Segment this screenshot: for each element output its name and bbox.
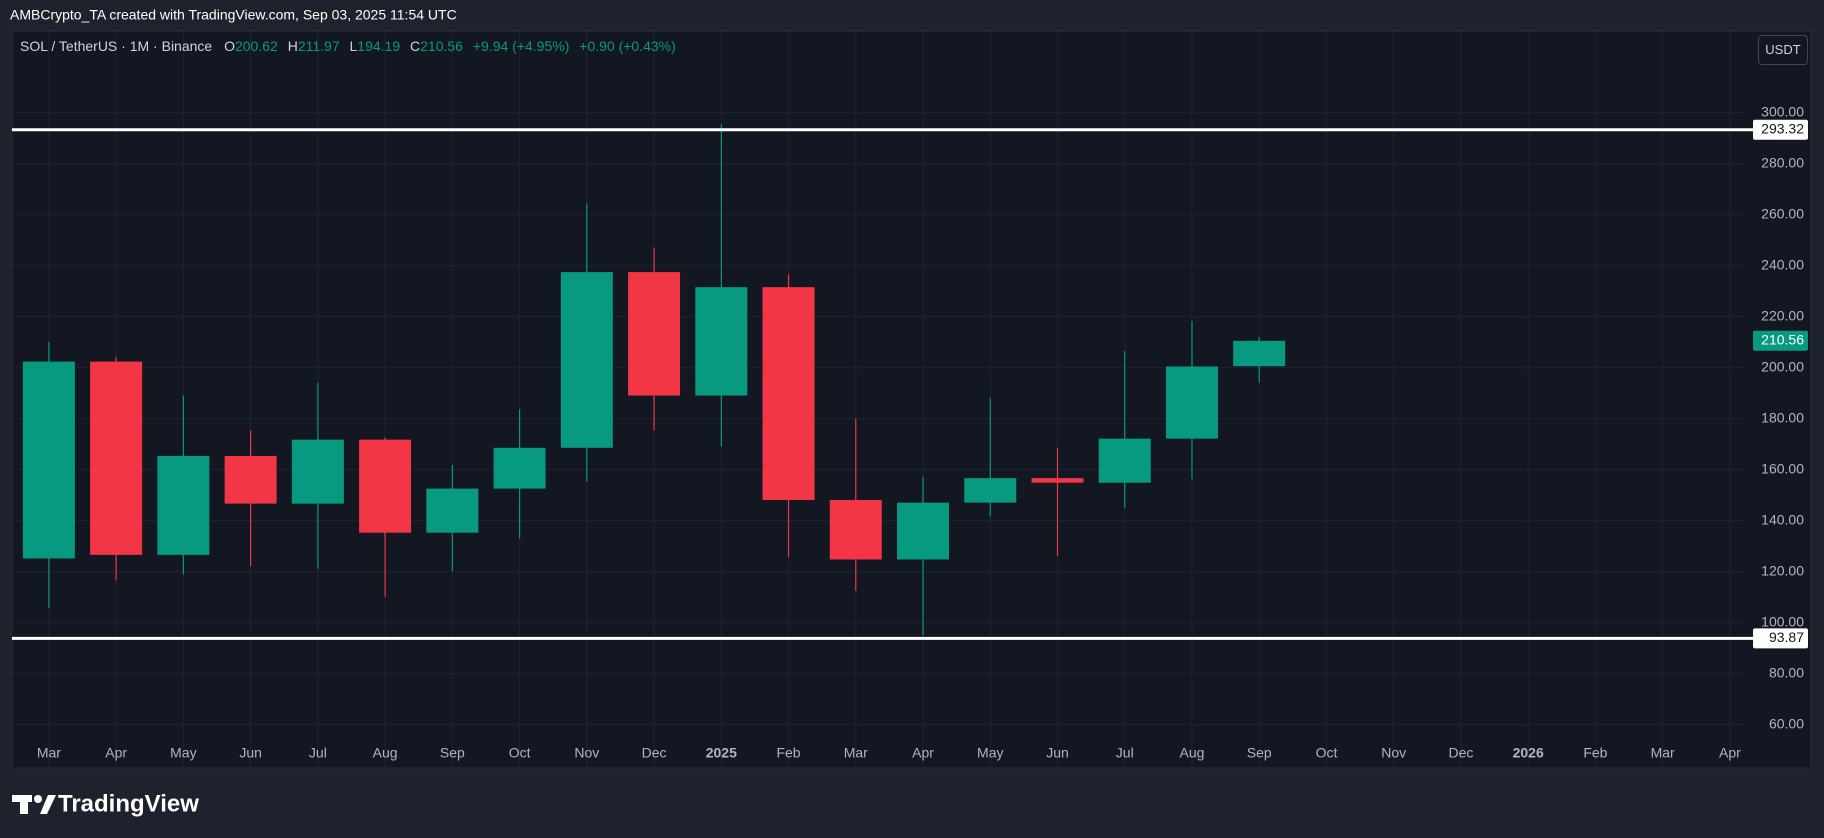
last-price-label: 210.56 xyxy=(1761,332,1804,348)
x-tick-label: Nov xyxy=(574,745,599,761)
logo-shape xyxy=(34,795,42,803)
x-tick-label: Apr xyxy=(912,745,934,761)
candle-body xyxy=(359,439,412,533)
x-tick-label: Mar xyxy=(1651,745,1675,761)
ohlc-prefix: O xyxy=(224,38,235,54)
candle-body xyxy=(762,287,815,501)
x-tick-label: Nov xyxy=(1381,745,1406,761)
y-tick-label: 220.00 xyxy=(1761,307,1804,323)
brand: TradingView xyxy=(58,790,199,817)
ohlc-value: 200.62 xyxy=(234,38,278,54)
ohlc-value: 210.56 xyxy=(420,38,463,54)
candle-body xyxy=(90,361,143,555)
level-label: 93.87 xyxy=(1769,629,1804,645)
x-tick-label: Mar xyxy=(37,745,61,761)
x-tick-label: Mar xyxy=(844,745,868,761)
ohlc-value: 194.19 xyxy=(357,38,401,54)
chart-panel xyxy=(11,30,1812,769)
change: +0.90 (+0.43%) xyxy=(579,38,676,54)
y-tick-label: 120.00 xyxy=(1761,562,1804,578)
candle-body xyxy=(560,272,613,448)
x-tick-label: Feb xyxy=(1583,745,1607,761)
ohlc-prefix: L xyxy=(349,38,358,54)
x-tick-label: Jun xyxy=(1046,745,1069,761)
x-tick-label: 2026 xyxy=(1513,745,1544,761)
y-tick-label: 80.00 xyxy=(1769,664,1804,680)
level-label-box xyxy=(1753,628,1808,649)
y-tick-label: 200.00 xyxy=(1761,358,1804,374)
symbol: SOL / TetherUS · 1M · Binance xyxy=(20,38,213,54)
x-tick-label: Sep xyxy=(440,745,465,761)
x-tick-label: Feb xyxy=(776,745,800,761)
candle-body xyxy=(426,488,479,533)
currency-button[interactable]: USDT xyxy=(1758,35,1808,65)
candle-body xyxy=(897,502,950,560)
y-tick-label: 60.00 xyxy=(1769,715,1804,731)
logo-shape xyxy=(40,795,56,814)
x-tick-label: May xyxy=(977,745,1003,761)
y-tick-label: 180.00 xyxy=(1761,409,1804,425)
ohlc-prefix: C xyxy=(410,38,421,54)
change: +9.94 (+4.95%) xyxy=(472,38,570,54)
candle-body xyxy=(1098,438,1151,483)
candle-body xyxy=(1031,478,1084,483)
candle-body xyxy=(291,439,344,504)
y-tick-label: 160.00 xyxy=(1761,460,1804,476)
candle-body xyxy=(1233,340,1286,367)
x-tick-label: May xyxy=(170,745,196,761)
x-tick-label: Aug xyxy=(1180,745,1205,761)
logo-shape xyxy=(20,795,28,814)
x-tick-label: 2025 xyxy=(706,745,737,761)
level-label: 293.32 xyxy=(1761,120,1804,136)
logo: TradingView xyxy=(12,790,199,817)
level-label-box xyxy=(1753,119,1808,140)
candle-body xyxy=(493,447,546,489)
x-tick-label: Oct xyxy=(1316,745,1338,761)
x-tick-label: Apr xyxy=(105,745,127,761)
legend: SOL / TetherUS · 1M · Binance O200.62 H2… xyxy=(20,38,682,54)
candle-body xyxy=(695,287,748,396)
candle-body xyxy=(22,361,75,559)
x-tick-label: Dec xyxy=(1448,745,1473,761)
y-tick-label: 140.00 xyxy=(1761,511,1804,527)
y-tick-label: 260.00 xyxy=(1761,205,1804,221)
candle-body xyxy=(628,272,681,396)
y-tick-label: 100.00 xyxy=(1761,613,1804,629)
caption: AMBCrypto_TA created with TradingView.co… xyxy=(10,7,457,23)
x-tick-label: Sep xyxy=(1247,745,1272,761)
y-tick-label: 300.00 xyxy=(1761,103,1804,119)
y-tick-label: 240.00 xyxy=(1761,256,1804,272)
x-tick-label: Dec xyxy=(642,745,667,761)
candle-body xyxy=(224,455,277,504)
plot: 60.00 80.00 100.00 120.00 140.00 160.00 180.00… xyxy=(12,31,1808,767)
candle-body xyxy=(157,455,210,555)
candle-body xyxy=(1165,366,1218,439)
ohlc-value: 211.97 xyxy=(297,38,340,54)
x-tick-label: Jul xyxy=(309,745,327,761)
x-tick-label: Apr xyxy=(1719,745,1741,761)
y-tick-label: 280.00 xyxy=(1761,154,1804,170)
x-tick-label: Oct xyxy=(509,745,531,761)
last-price-box xyxy=(1753,330,1808,351)
candle-body xyxy=(964,478,1017,503)
x-tick-label: Aug xyxy=(373,745,398,761)
x-tick-label: Jul xyxy=(1116,745,1134,761)
x-tick-label: Jun xyxy=(239,745,262,761)
candle-body xyxy=(829,500,882,560)
ohlc-prefix: H xyxy=(287,38,298,54)
